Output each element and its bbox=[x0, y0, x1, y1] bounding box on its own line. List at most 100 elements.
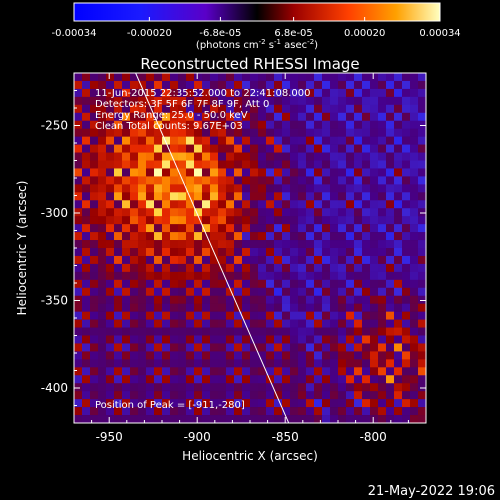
heatmap-cell bbox=[386, 303, 395, 312]
heatmap-cell bbox=[130, 287, 139, 297]
heatmap-cell bbox=[402, 343, 411, 352]
heatmap-cell bbox=[306, 399, 315, 408]
heatmap-cell bbox=[162, 407, 171, 416]
heatmap-cell bbox=[74, 255, 83, 265]
heatmap-cell bbox=[154, 176, 163, 185]
heatmap-cell bbox=[162, 263, 171, 273]
heatmap-cell bbox=[178, 224, 187, 233]
heatmap-cell bbox=[378, 168, 387, 177]
heatmap-cell bbox=[306, 184, 315, 193]
heatmap-cell bbox=[194, 80, 203, 90]
heatmap-cell bbox=[266, 120, 275, 129]
heatmap-cell bbox=[274, 295, 283, 304]
heatmap-cell bbox=[90, 160, 99, 169]
heatmap-cell bbox=[186, 263, 195, 273]
heatmap-cell bbox=[386, 96, 395, 106]
heatmap-cell bbox=[98, 96, 107, 106]
heatmap-cell bbox=[82, 152, 91, 161]
heatmap-cell bbox=[186, 391, 195, 400]
heatmap-cell bbox=[274, 200, 283, 209]
heatmap-cell bbox=[242, 391, 251, 400]
heatmap-cell bbox=[306, 96, 315, 106]
heatmap-cell bbox=[298, 295, 307, 304]
heatmap-cell bbox=[418, 311, 426, 320]
heatmap-cell bbox=[138, 104, 147, 114]
heatmap-cell bbox=[234, 343, 243, 352]
heatmap-cell bbox=[410, 263, 419, 273]
heatmap-cell bbox=[346, 335, 355, 344]
colorbar-unit-label: (photons cm-2 s-1 asec-2) bbox=[196, 38, 318, 51]
heatmap-cell bbox=[114, 367, 123, 376]
heatmap-cell bbox=[162, 295, 171, 304]
heatmap-cell bbox=[82, 351, 91, 360]
heatmap-cell bbox=[394, 279, 403, 289]
heatmap-cell bbox=[346, 96, 355, 106]
heatmap-cell bbox=[362, 399, 371, 408]
heatmap-cell bbox=[314, 287, 323, 297]
heatmap-cell bbox=[74, 343, 83, 352]
heatmap-cell bbox=[274, 375, 283, 384]
heatmap-cell bbox=[138, 168, 147, 177]
heatmap-cell bbox=[138, 263, 147, 273]
heatmap-cell bbox=[178, 216, 187, 225]
heatmap-cell bbox=[242, 232, 251, 241]
heatmap-cell bbox=[146, 319, 155, 328]
heatmap-cell bbox=[178, 120, 187, 129]
heatmap-cell bbox=[362, 120, 371, 129]
heatmap-cell bbox=[226, 73, 235, 82]
heatmap-cell bbox=[250, 160, 259, 169]
heatmap-cell bbox=[258, 192, 267, 201]
heatmap-cell bbox=[98, 303, 107, 312]
heatmap-cell bbox=[370, 208, 379, 217]
heatmap-cell bbox=[122, 311, 131, 320]
heatmap-cell bbox=[138, 415, 147, 423]
heatmap-cell bbox=[322, 327, 331, 336]
heatmap-cell bbox=[90, 359, 99, 368]
heatmap-cell bbox=[154, 184, 163, 193]
heatmap-cell bbox=[186, 120, 195, 129]
heatmap-cell bbox=[202, 216, 211, 225]
y-tick-label: -350 bbox=[41, 294, 68, 308]
heatmap-cell bbox=[170, 184, 179, 193]
heatmap-cell bbox=[186, 96, 195, 106]
heatmap-cell bbox=[74, 224, 83, 233]
heatmap-cell bbox=[306, 232, 315, 241]
heatmap-cell bbox=[290, 168, 299, 177]
heatmap-cell bbox=[186, 399, 195, 408]
annotation-line: Energy Range: 25.0 - 50.0 keV bbox=[95, 110, 248, 121]
heatmap-cell bbox=[354, 136, 363, 145]
heatmap-cell bbox=[322, 216, 331, 225]
heatmap-cell bbox=[410, 168, 419, 177]
heatmap-cell bbox=[122, 136, 131, 145]
heatmap-cell bbox=[162, 192, 171, 201]
heatmap-cell bbox=[418, 319, 426, 328]
heatmap-cell bbox=[170, 383, 179, 392]
heatmap-cell bbox=[346, 200, 355, 209]
heatmap-cell bbox=[226, 295, 235, 304]
heatmap-cell bbox=[74, 287, 83, 297]
heatmap-cell bbox=[282, 232, 291, 241]
heatmap-cell bbox=[418, 216, 426, 225]
heatmap-cell bbox=[378, 136, 387, 145]
heatmap-cell bbox=[282, 152, 291, 161]
heatmap-cell bbox=[258, 287, 267, 297]
heatmap-cell bbox=[402, 391, 411, 400]
heatmap-cell bbox=[274, 232, 283, 241]
heatmap-cell bbox=[322, 248, 331, 257]
heatmap-cell bbox=[338, 271, 347, 281]
heatmap-cell bbox=[258, 327, 267, 336]
heatmap-cell bbox=[298, 327, 307, 336]
heatmap-cell bbox=[274, 367, 283, 376]
heatmap-cell bbox=[258, 279, 267, 289]
heatmap-cell bbox=[402, 120, 411, 129]
heatmap-cell bbox=[322, 224, 331, 233]
heatmap-cell bbox=[194, 415, 203, 423]
heatmap-cell bbox=[194, 327, 203, 336]
heatmap-cell bbox=[194, 136, 203, 145]
heatmap-cell bbox=[394, 295, 403, 304]
heatmap-cell bbox=[410, 216, 419, 225]
heatmap-cell bbox=[378, 287, 387, 297]
heatmap-cell bbox=[74, 184, 83, 193]
heatmap-cell bbox=[218, 303, 227, 312]
heatmap-cell bbox=[138, 216, 147, 225]
